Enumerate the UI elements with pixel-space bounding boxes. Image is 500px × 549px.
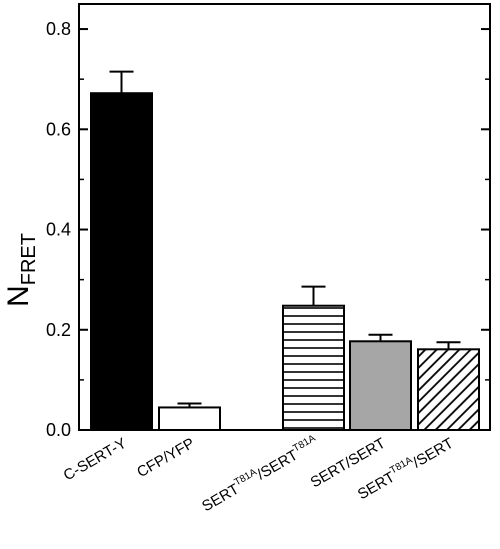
bar (158, 406, 221, 431)
category-label: SERTT81A/SERTT81A (198, 433, 322, 515)
y-tick-label: 0.8 (46, 19, 71, 39)
y-tick-label: 0.6 (46, 119, 71, 139)
bar (282, 304, 345, 431)
y-axis-label: NFRET (2, 233, 40, 307)
bar (417, 348, 480, 431)
category-label: C-SERT-Y (61, 435, 130, 485)
category-label: CFP/YFP (134, 435, 197, 481)
y-tick-label: 0.0 (46, 420, 71, 440)
bars (90, 70, 480, 432)
bar (349, 340, 412, 432)
category-labels: C-SERT-Y CFP/YFPSERTT81A/SERTT81ASERT/SER… (61, 433, 457, 515)
y-tick-label: 0.4 (46, 220, 71, 240)
y-tick-label: 0.2 (46, 320, 71, 340)
bar (90, 92, 153, 431)
